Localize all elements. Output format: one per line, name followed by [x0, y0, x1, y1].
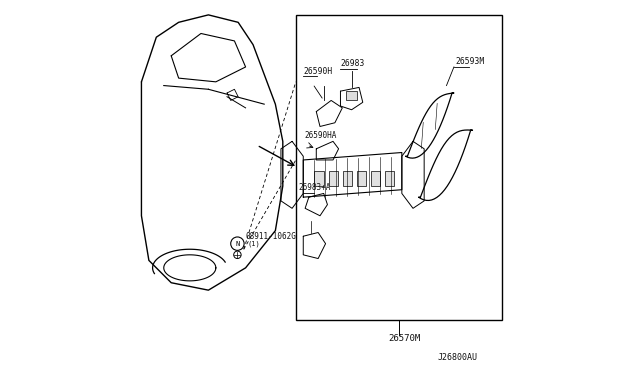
Text: N: N — [236, 241, 239, 247]
Text: (1): (1) — [248, 240, 260, 247]
Text: 26983+A: 26983+A — [298, 183, 331, 192]
Text: 26590HA: 26590HA — [305, 131, 337, 140]
Text: 26593M: 26593M — [456, 57, 485, 66]
Bar — [357, 171, 366, 186]
Bar — [328, 171, 338, 186]
Bar — [385, 171, 394, 186]
Bar — [371, 171, 380, 186]
Bar — [342, 171, 352, 186]
Bar — [296, 15, 502, 320]
Bar — [314, 171, 324, 186]
Text: 08911-1062G: 08911-1062G — [246, 232, 296, 241]
Bar — [346, 91, 357, 100]
Text: J26800AU: J26800AU — [438, 353, 477, 362]
Text: 26570M: 26570M — [388, 334, 420, 343]
Text: 26590H: 26590H — [303, 67, 333, 76]
Text: 26983: 26983 — [340, 59, 365, 68]
